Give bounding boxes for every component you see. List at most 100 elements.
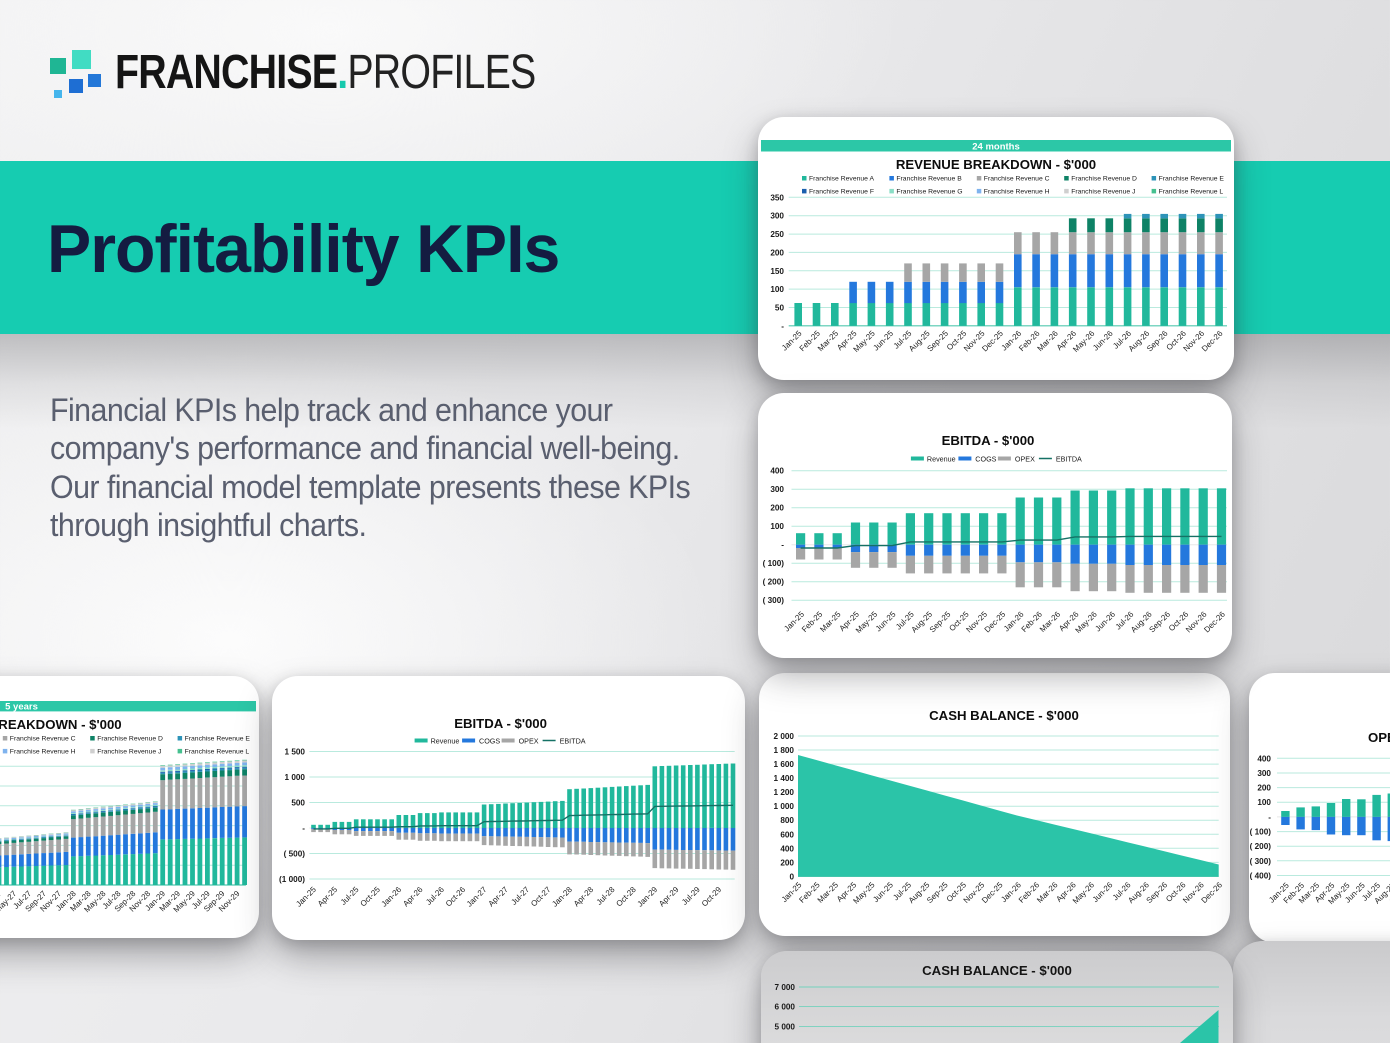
svg-text:200: 200 (1257, 784, 1271, 793)
svg-text:100: 100 (770, 285, 784, 294)
svg-text:Jun-26: Jun-26 (1093, 609, 1117, 633)
svg-text:Mar-25: Mar-25 (816, 328, 841, 353)
svg-text:(1 000): (1 000) (279, 875, 305, 884)
svg-text:REVENUE BREAKDOWN - $'000: REVENUE BREAKDOWN - $'000 (0, 717, 122, 732)
svg-text:2 000: 2 000 (774, 732, 795, 741)
svg-text:Jan-27: Jan-27 (465, 885, 489, 909)
svg-text:400: 400 (1257, 754, 1271, 763)
svg-text:Jul-25: Jul-25 (339, 885, 361, 907)
svg-text:Jun-25: Jun-25 (874, 609, 898, 633)
svg-text:Mar-25: Mar-25 (816, 880, 841, 905)
svg-text:300: 300 (1257, 769, 1271, 778)
svg-text:Mar-26: Mar-26 (1035, 880, 1060, 905)
svg-text:1 000: 1 000 (285, 773, 306, 782)
svg-text:100: 100 (770, 522, 784, 531)
svg-text:-: - (302, 824, 305, 833)
svg-text:-: - (781, 322, 784, 331)
svg-text:Franchise Revenue L: Franchise Revenue L (1159, 188, 1224, 195)
svg-text:Sep-25: Sep-25 (925, 328, 950, 353)
svg-text:Franchise Revenue C: Franchise Revenue C (10, 736, 76, 743)
svg-text:EBITDA - $'000: EBITDA - $'000 (942, 433, 1035, 448)
svg-text:250: 250 (770, 230, 784, 239)
svg-text:Apr-27: Apr-27 (487, 885, 511, 909)
svg-text:Jan-29: Jan-29 (636, 885, 660, 909)
svg-text:600: 600 (780, 830, 794, 839)
svg-text:REVENUE BREAKDOWN - $'000: REVENUE BREAKDOWN - $'000 (896, 157, 1096, 172)
svg-text:Jan-25: Jan-25 (294, 885, 318, 909)
svg-text:Jan-28: Jan-28 (550, 885, 574, 909)
svg-text:100: 100 (1257, 798, 1271, 807)
svg-text:Oct-29: Oct-29 (700, 885, 724, 909)
svg-text:OPEX: OPEX (1015, 455, 1035, 464)
svg-text:5 years: 5 years (5, 702, 38, 713)
svg-text:Franchise Revenue H: Franchise Revenue H (10, 748, 76, 755)
svg-text:CASH BALANCE - $'000: CASH BALANCE - $'000 (929, 708, 1079, 723)
svg-text:Dec-25: Dec-25 (983, 609, 1008, 634)
svg-text:Mar-26: Mar-26 (1036, 328, 1061, 353)
svg-text:Franchise Revenue J: Franchise Revenue J (97, 748, 161, 755)
svg-text:Dec-25: Dec-25 (980, 328, 1005, 353)
svg-text:Franchise Revenue F: Franchise Revenue F (809, 188, 874, 195)
svg-text:COGS: COGS (479, 737, 500, 746)
svg-text:Apr-26: Apr-26 (401, 885, 425, 909)
svg-text:Sep-26: Sep-26 (1145, 328, 1170, 353)
svg-text:300: 300 (770, 212, 784, 221)
svg-text:200: 200 (780, 858, 794, 867)
svg-text:Jan-26: Jan-26 (380, 885, 404, 909)
svg-text:200: 200 (770, 248, 784, 257)
svg-text:Franchise Revenue E: Franchise Revenue E (1159, 176, 1225, 183)
svg-text:Revenue: Revenue (431, 737, 460, 746)
svg-text:Sep-25: Sep-25 (925, 880, 950, 905)
svg-text:6 000: 6 000 (775, 1003, 796, 1012)
svg-text:CASH BALANCE - $'000: CASH BALANCE - $'000 (922, 963, 1072, 978)
svg-text:Franchise Revenue L: Franchise Revenue L (185, 748, 250, 755)
svg-text:Jun-26: Jun-26 (1091, 328, 1115, 352)
svg-text:Jul-29: Jul-29 (680, 885, 702, 907)
svg-text:1 600: 1 600 (774, 760, 795, 769)
svg-text:1 400: 1 400 (774, 774, 795, 783)
svg-text:Franchise Revenue C: Franchise Revenue C (984, 176, 1050, 183)
svg-text:Franchise Revenue J: Franchise Revenue J (1071, 188, 1135, 195)
svg-text:( 300): ( 300) (763, 596, 785, 605)
svg-text:Mar-25: Mar-25 (818, 609, 843, 634)
svg-text:800: 800 (780, 816, 794, 825)
svg-text:Dec-25: Dec-25 (980, 880, 1005, 905)
svg-text:Mar-26: Mar-26 (1038, 609, 1063, 634)
svg-text:1 200: 1 200 (774, 788, 795, 797)
svg-text:EBITDA - $'000: EBITDA - $'000 (454, 716, 547, 731)
svg-text:Oct-28: Oct-28 (614, 885, 638, 909)
svg-text:Dec-26: Dec-26 (1202, 609, 1227, 634)
svg-text:400: 400 (770, 467, 784, 476)
svg-text:Jul-28: Jul-28 (595, 885, 617, 907)
svg-text:( 200): ( 200) (1250, 842, 1272, 851)
svg-text:Franchise Revenue D: Franchise Revenue D (1071, 176, 1137, 183)
svg-text:Jun-25: Jun-25 (871, 328, 895, 352)
svg-text:( 200): ( 200) (763, 578, 785, 587)
svg-text:Apr-28: Apr-28 (572, 885, 596, 909)
svg-text:5 000: 5 000 (775, 1022, 796, 1031)
svg-text:Revenue: Revenue (927, 455, 956, 464)
svg-text:( 100): ( 100) (763, 559, 785, 568)
svg-text:350: 350 (770, 193, 784, 202)
svg-text:Franchise Revenue E: Franchise Revenue E (185, 736, 251, 743)
svg-text:Jul-26: Jul-26 (424, 885, 446, 907)
svg-text:COGS: COGS (975, 455, 996, 464)
svg-text:1 000: 1 000 (774, 802, 795, 811)
svg-text:400: 400 (780, 844, 794, 853)
svg-text:Sep-25: Sep-25 (928, 609, 953, 634)
svg-text:EBITDA: EBITDA (560, 737, 586, 746)
svg-text:200: 200 (770, 504, 784, 513)
svg-text:Apr-29: Apr-29 (657, 885, 681, 909)
svg-text:( 100): ( 100) (1250, 828, 1272, 837)
svg-text:( 400): ( 400) (1250, 872, 1272, 881)
svg-text:7 000: 7 000 (775, 983, 796, 992)
svg-text:1 800: 1 800 (774, 746, 795, 755)
svg-text:-: - (1268, 813, 1271, 822)
svg-text:Dec-26: Dec-26 (1200, 880, 1225, 905)
svg-text:OPEX: OPEX (519, 737, 539, 746)
svg-text:( 300): ( 300) (1250, 857, 1272, 866)
svg-text:500: 500 (291, 799, 305, 808)
svg-text:0: 0 (789, 872, 794, 881)
svg-text:24 months: 24 months (972, 141, 1020, 152)
svg-text:Jul-27: Jul-27 (509, 885, 531, 907)
